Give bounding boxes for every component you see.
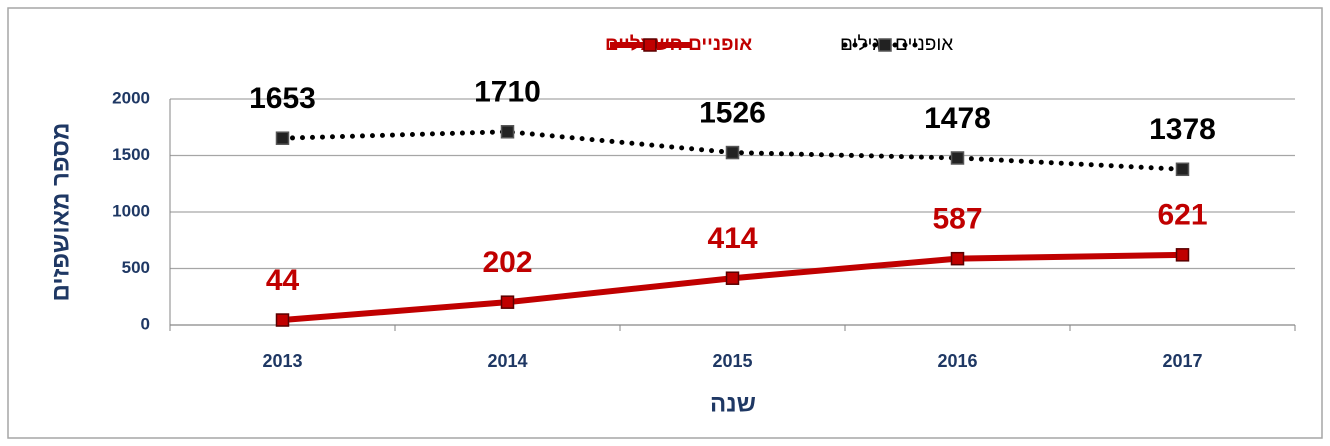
x-tick-label: 2014 — [487, 351, 527, 371]
data-label: 1526 — [699, 96, 766, 129]
chart-border — [7, 7, 1323, 439]
point-marker — [725, 145, 740, 160]
data-label: 621 — [1157, 199, 1207, 232]
y-tick-label: 1000 — [112, 201, 150, 220]
x-tick-label: 2013 — [262, 351, 302, 371]
point-marker — [1175, 248, 1190, 262]
x-tick-label: 2017 — [1162, 351, 1202, 371]
y-tick-label: 1500 — [112, 145, 150, 164]
data-label: 1710 — [474, 76, 541, 109]
y-tick-label: 2000 — [112, 88, 150, 107]
x-tick-label: 2015 — [712, 351, 752, 371]
data-label: 44 — [266, 264, 300, 297]
data-label: 1378 — [1149, 113, 1216, 146]
y-tick-label: 0 — [141, 314, 150, 333]
data-label: 587 — [932, 203, 982, 236]
y-axis-label: מספר מאושפזים — [47, 123, 74, 302]
data-label: 1653 — [249, 82, 316, 115]
x-axis-label: שנה — [710, 390, 756, 417]
legend-marker — [878, 38, 892, 52]
data-label: 202 — [482, 246, 532, 279]
point-marker — [725, 271, 740, 285]
data-label: 414 — [707, 222, 757, 255]
point-marker — [1175, 162, 1190, 177]
point-marker — [500, 295, 515, 309]
point-marker — [275, 313, 290, 327]
y-tick-label: 500 — [122, 258, 150, 277]
x-tick-label: 2016 — [937, 351, 977, 371]
point-marker — [950, 251, 965, 266]
point-marker — [275, 131, 290, 145]
point-marker — [500, 125, 515, 139]
point-marker — [950, 151, 965, 165]
legend-marker — [643, 38, 657, 52]
data-label: 1478 — [924, 102, 991, 135]
